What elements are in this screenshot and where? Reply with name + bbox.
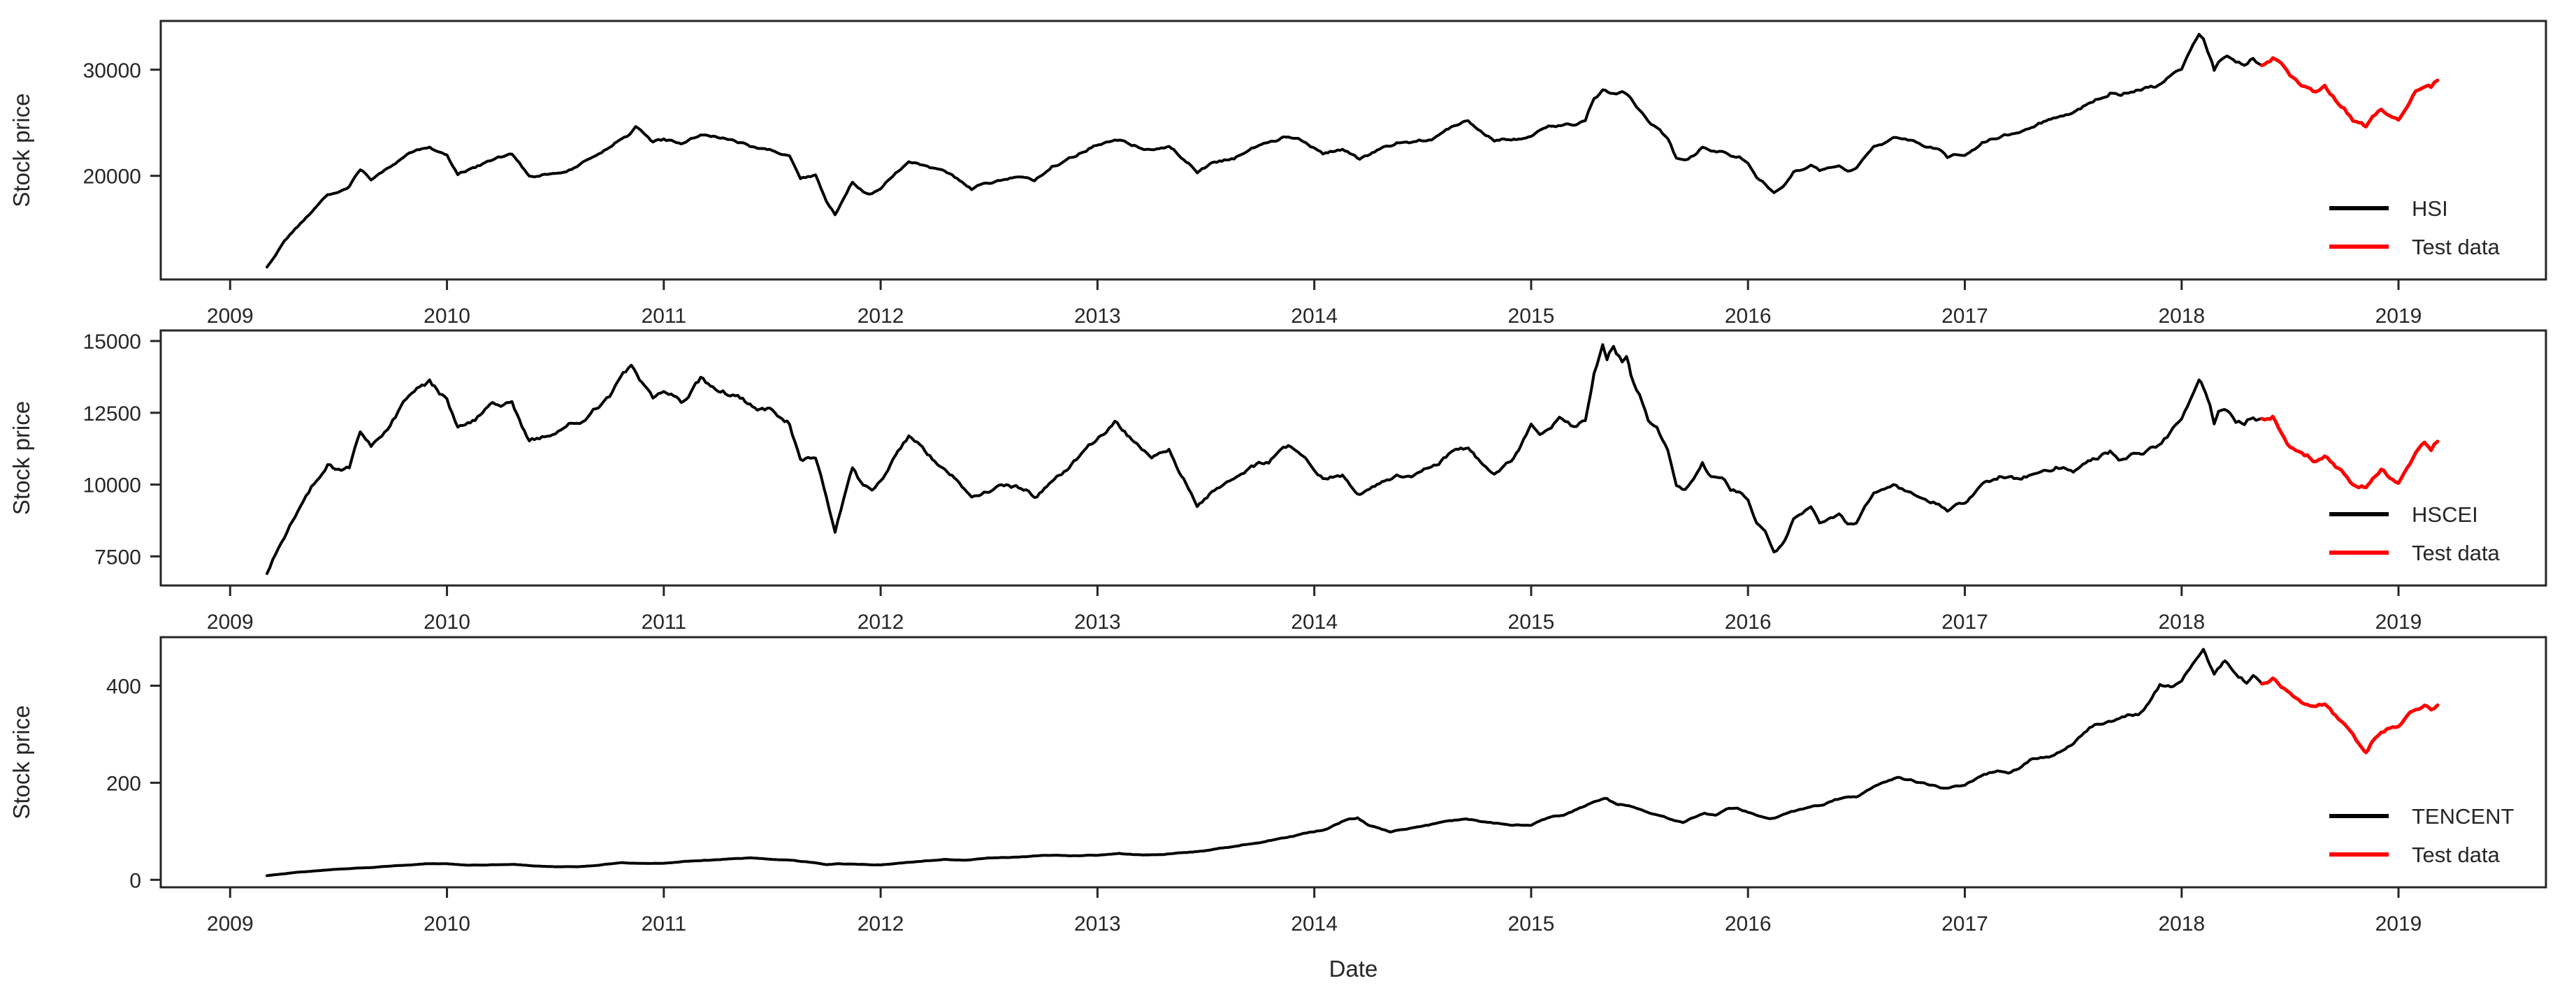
- y-axis-label: Stock price: [8, 401, 34, 515]
- x-tick-label: 2012: [858, 611, 904, 634]
- x-tick-label: 2013: [1074, 912, 1121, 936]
- x-tick-label: 2016: [1725, 912, 1772, 936]
- y-tick-label: 400: [106, 675, 141, 698]
- series-group: [266, 343, 2440, 575]
- x-tick-label: 2014: [1291, 611, 1338, 634]
- x-tick-label: 2010: [424, 611, 470, 634]
- x-tick-label: 2015: [1508, 912, 1555, 936]
- y-tick-label: 15000: [83, 330, 141, 354]
- x-tick-label: 2009: [207, 305, 254, 328]
- x-tick-label: 2018: [2158, 912, 2205, 936]
- x-tick-label: 2019: [2375, 611, 2422, 634]
- x-tick-label: 2013: [1074, 305, 1121, 328]
- y-tick-label: 200: [106, 772, 141, 795]
- y-axis-label: Stock price: [8, 705, 34, 819]
- x-tick-label: 2015: [1508, 305, 1555, 328]
- series-group: [266, 648, 2440, 878]
- x-axis-label: Date: [1329, 956, 1378, 982]
- x-tick-label: 2016: [1725, 611, 1772, 634]
- x-tick-label: 2010: [424, 305, 470, 328]
- x-tick-label: 2019: [2375, 912, 2422, 936]
- y-tick-label: 10000: [83, 474, 141, 497]
- x-tick-label: 2009: [207, 611, 254, 634]
- y-axis-label: Stock price: [8, 93, 34, 207]
- series-line-hsi: [266, 33, 2264, 269]
- subplot-hsi: 20000 30000 2009 2010 2011 2012 2013 2014 2015 20…: [8, 20, 2547, 328]
- y-tick-label: 20000: [83, 166, 141, 189]
- x-tick-label: 2017: [1941, 912, 1988, 936]
- legend-label: Test data: [2412, 235, 2501, 259]
- series-line-test-data: [2260, 56, 2440, 129]
- legend-label: Test data: [2412, 541, 2501, 565]
- x-tick-label: 2018: [2158, 305, 2205, 328]
- axes-frame: [159, 636, 2547, 889]
- series-line-tencent: [266, 648, 2264, 878]
- x-tick-label: 2014: [1291, 305, 1338, 328]
- subplot-tencent: 0 200 400 2009 2010 2011 2012 2013 2014 2015 2016 2…: [8, 636, 2547, 936]
- legend-label: HSI: [2412, 196, 2448, 221]
- x-tick-label: 2011: [642, 611, 687, 634]
- legend-label: TENCENT: [2412, 804, 2514, 829]
- x-tick-label: 2014: [1291, 912, 1338, 936]
- x-tick-label: 2010: [424, 912, 470, 936]
- x-tick-label: 2009: [207, 912, 254, 936]
- series-line-hscei: [266, 343, 2264, 575]
- legend-label: HSCEI: [2412, 502, 2478, 527]
- x-tick-label: 2017: [1941, 305, 1988, 328]
- axes-frame: [159, 329, 2547, 587]
- y-tick-label: 0: [129, 869, 141, 892]
- y-tick-label: 30000: [83, 59, 141, 82]
- subplot-hscei: 7500 10000 12500 15000 2009 2010 2011 2012 2013 2…: [8, 329, 2547, 634]
- x-tick-label: 2011: [642, 305, 687, 328]
- x-tick-label: 2011: [642, 912, 687, 936]
- legend-label: Test data: [2412, 843, 2501, 867]
- series-group: [266, 33, 2440, 269]
- x-tick-label: 2016: [1725, 305, 1772, 328]
- y-tick-label: 7500: [94, 546, 141, 569]
- x-tick-label: 2019: [2375, 305, 2422, 328]
- series-line-test-data: [2260, 414, 2440, 490]
- x-tick-label: 2013: [1074, 611, 1121, 634]
- series-line-test-data: [2260, 676, 2440, 755]
- x-tick-label: 2012: [858, 305, 904, 328]
- y-tick-label: 12500: [83, 402, 141, 425]
- x-tick-label: 2017: [1941, 611, 1988, 634]
- x-tick-label: 2012: [858, 912, 904, 936]
- x-tick-label: 2018: [2158, 611, 2205, 634]
- axes-frame: [159, 20, 2547, 281]
- x-tick-label: 2015: [1508, 611, 1555, 634]
